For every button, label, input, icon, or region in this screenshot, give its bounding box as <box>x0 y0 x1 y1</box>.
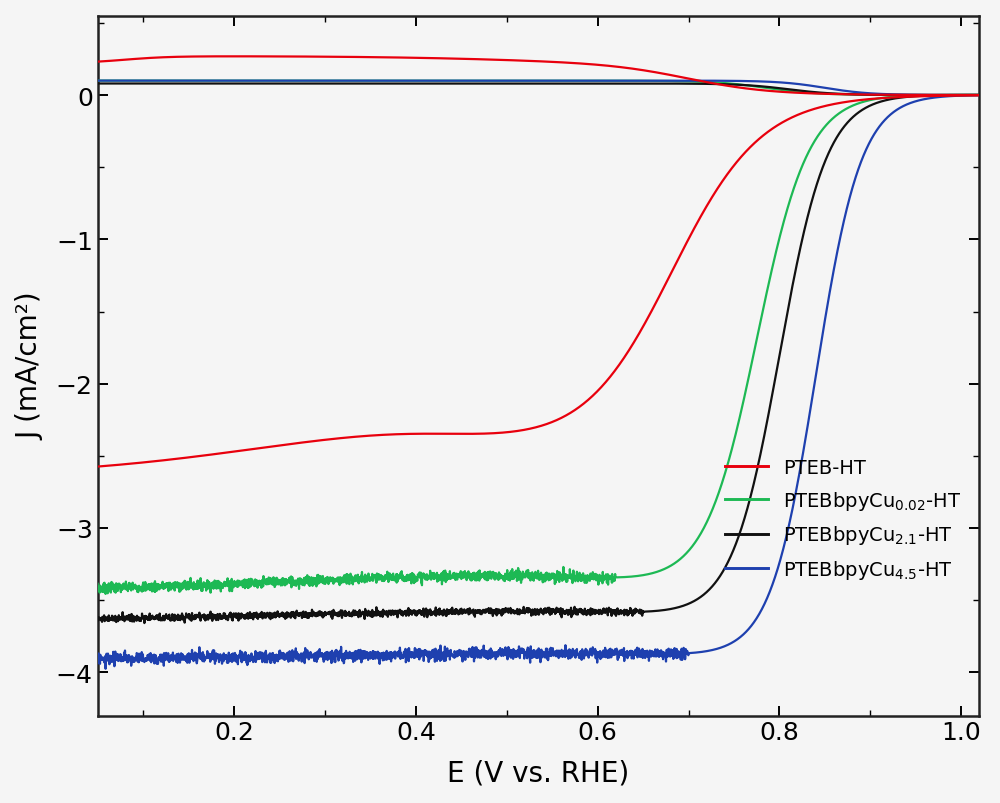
Y-axis label: J (mA/cm²): J (mA/cm²) <box>17 292 45 440</box>
Legend: PTEB-HT, PTEBbpyCu$_{0.02}$-HT, PTEBbpyCu$_{2.1}$-HT, PTEBbpyCu$_{4.5}$-HT: PTEB-HT, PTEBbpyCu$_{0.02}$-HT, PTEBbpyC… <box>717 450 970 589</box>
X-axis label: E (V vs. RHE): E (V vs. RHE) <box>447 758 630 786</box>
